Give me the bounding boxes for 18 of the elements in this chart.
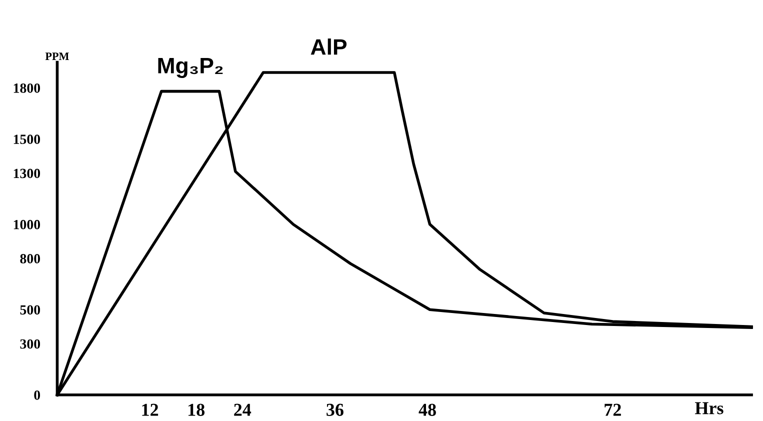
series-label: Mg₃P₂ <box>158 58 223 78</box>
series-label: AlP <box>310 38 347 55</box>
y-tick-label: 1000 <box>14 220 40 230</box>
y-tick-label: 500 <box>20 305 40 315</box>
x-tick-label: 18 <box>188 404 205 416</box>
x-tick-label: 36 <box>326 404 344 416</box>
x-tick-label: 24 <box>234 404 252 416</box>
y-tick-label: 1500 <box>14 134 40 144</box>
x-tick-label: 48 <box>418 404 436 416</box>
y-tick-label: 800 <box>20 254 40 264</box>
x-tick-label: 12 <box>142 404 158 416</box>
y-tick-label: 1800 <box>14 83 40 93</box>
y-axis-title: PPM <box>45 52 69 60</box>
x-tick-label: 72 <box>604 404 621 416</box>
y-tick-label: 1300 <box>14 168 40 178</box>
y-tick-label: 0 <box>34 390 40 400</box>
y-tick-label: 300 <box>20 339 40 349</box>
x-axis-title: Hrs <box>695 402 724 414</box>
